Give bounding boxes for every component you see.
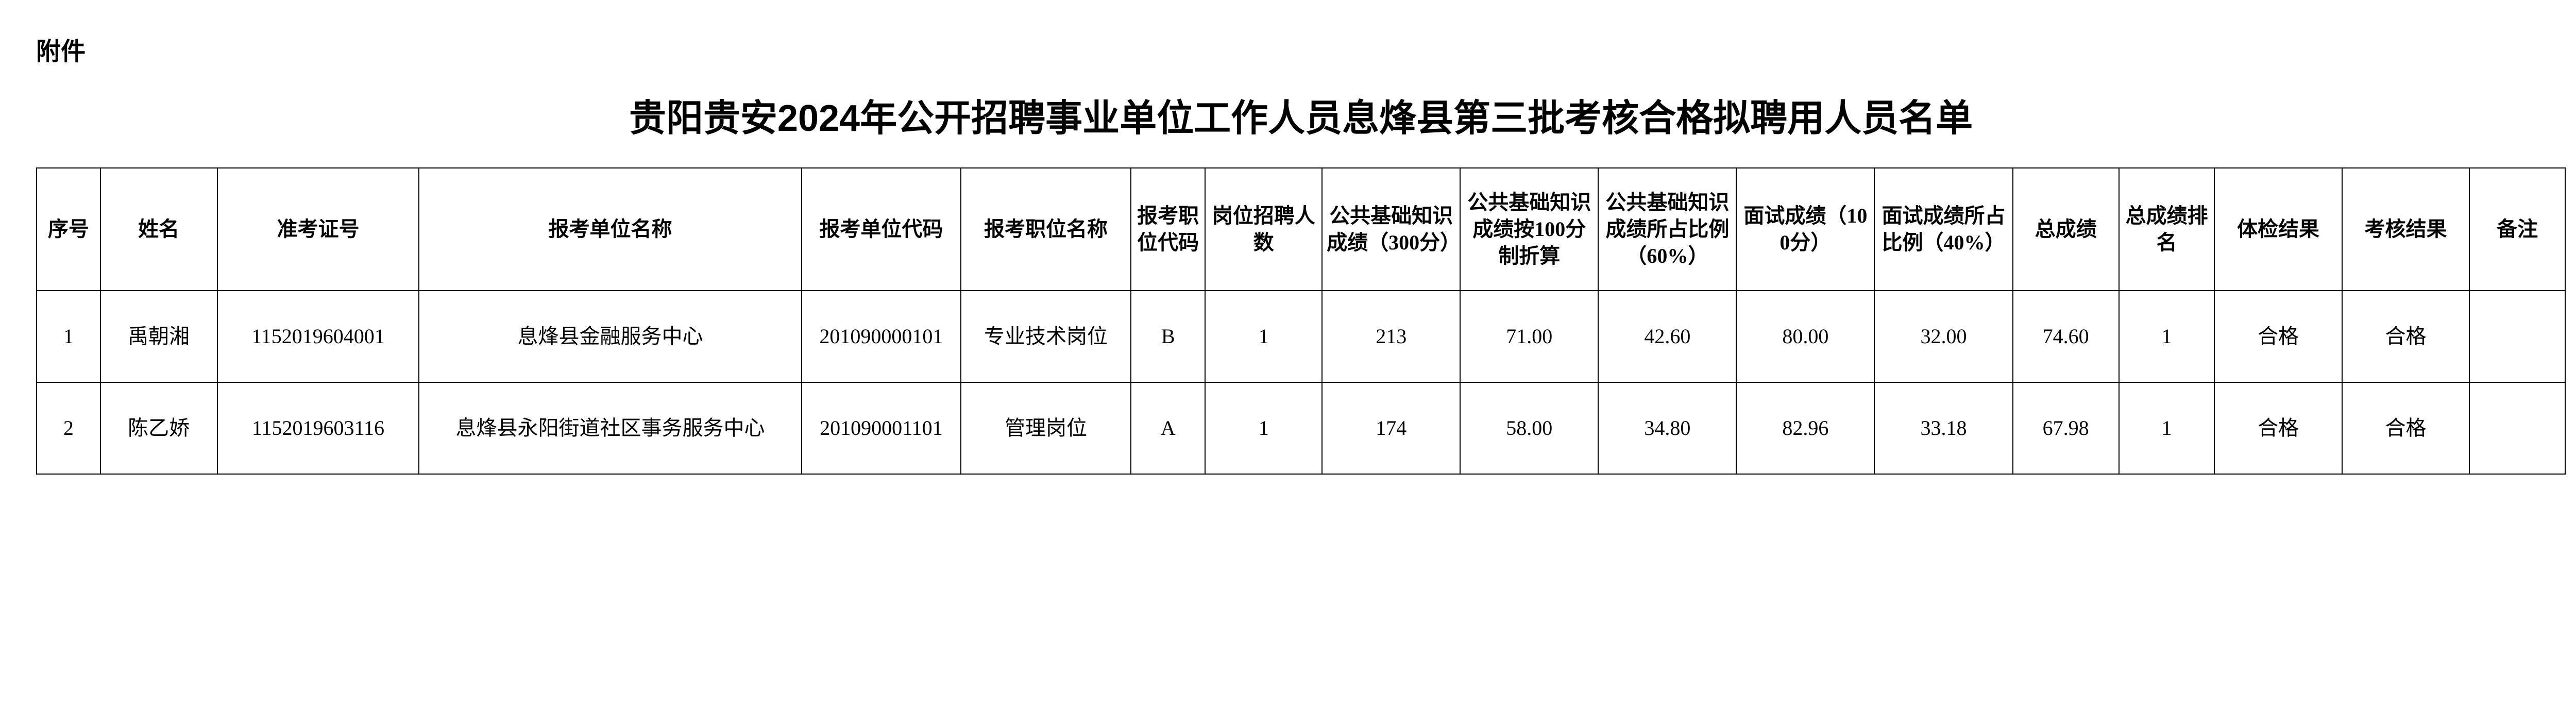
col-header-rank: 总成绩排名 (2119, 168, 2215, 291)
cell-rank: 1 (2119, 291, 2215, 382)
cell-exam-no: 1152019604001 (217, 291, 419, 382)
cell-total: 67.98 (2013, 382, 2119, 474)
cell-position: 管理岗位 (961, 382, 1131, 474)
cell-position-code: B (1131, 291, 1205, 382)
cell-position-code: A (1131, 382, 1205, 474)
col-header-physical: 体检结果 (2214, 168, 2342, 291)
cell-pub-100: 71.00 (1460, 291, 1598, 382)
cell-recruit-count: 1 (1205, 382, 1322, 474)
cell-interview-40pct: 32.00 (1874, 291, 2012, 382)
cell-physical: 合格 (2214, 291, 2342, 382)
result-table: 序号 姓名 准考证号 报考单位名称 报考单位代码 报考职位名称 报考职位代码 岗… (36, 167, 2566, 475)
col-header-pub-300: 公共基础知识成绩（300分） (1322, 168, 1460, 291)
cell-interview-100: 82.96 (1736, 382, 1874, 474)
cell-unit-code: 201090001101 (802, 382, 961, 474)
cell-rank: 1 (2119, 382, 2215, 474)
cell-name: 禹朝湘 (100, 291, 217, 382)
cell-unit: 息烽县金融服务中心 (419, 291, 801, 382)
col-header-unit: 报考单位名称 (419, 168, 801, 291)
col-header-name: 姓名 (100, 168, 217, 291)
cell-seq: 2 (37, 382, 100, 474)
page-title: 贵阳贵安2024年公开招聘事业单位工作人员息烽县第三批考核合格拟聘用人员名单 (36, 88, 2566, 142)
cell-exam-no: 1152019603116 (217, 382, 419, 474)
table-row: 1 禹朝湘 1152019604001 息烽县金融服务中心 2010900001… (37, 291, 2565, 382)
col-header-total: 总成绩 (2013, 168, 2119, 291)
cell-seq: 1 (37, 291, 100, 382)
col-header-remark: 备注 (2469, 168, 2565, 291)
cell-assess: 合格 (2342, 382, 2469, 474)
cell-total: 74.60 (2013, 291, 2119, 382)
col-header-unit-code: 报考单位代码 (802, 168, 961, 291)
cell-pub-300: 174 (1322, 382, 1460, 474)
col-header-pub-100: 公共基础知识成绩按100分制折算 (1460, 168, 1598, 291)
cell-unit: 息烽县永阳街道社区事务服务中心 (419, 382, 801, 474)
cell-interview-40pct: 33.18 (1874, 382, 2012, 474)
cell-unit-code: 201090000101 (802, 291, 961, 382)
col-header-interview-40pct: 面试成绩所占比例（40%） (1874, 168, 2012, 291)
table-row: 2 陈乙娇 1152019603116 息烽县永阳街道社区事务服务中心 2010… (37, 382, 2565, 474)
cell-recruit-count: 1 (1205, 291, 1322, 382)
cell-name: 陈乙娇 (100, 382, 217, 474)
cell-assess: 合格 (2342, 291, 2469, 382)
col-header-exam-no: 准考证号 (217, 168, 419, 291)
col-header-position-code: 报考职位代码 (1131, 168, 1205, 291)
table-header-row: 序号 姓名 准考证号 报考单位名称 报考单位代码 报考职位名称 报考职位代码 岗… (37, 168, 2565, 291)
col-header-seq: 序号 (37, 168, 100, 291)
cell-pub-60pct: 34.80 (1598, 382, 1736, 474)
col-header-position: 报考职位名称 (961, 168, 1131, 291)
cell-pub-300: 213 (1322, 291, 1460, 382)
attachment-label: 附件 (36, 31, 2566, 67)
cell-pub-100: 58.00 (1460, 382, 1598, 474)
cell-position: 专业技术岗位 (961, 291, 1131, 382)
col-header-assess: 考核结果 (2342, 168, 2469, 291)
cell-remark (2469, 382, 2565, 474)
col-header-pub-60pct: 公共基础知识成绩所占比例（60%） (1598, 168, 1736, 291)
cell-physical: 合格 (2214, 382, 2342, 474)
col-header-recruit-count: 岗位招聘人数 (1205, 168, 1322, 291)
cell-pub-60pct: 42.60 (1598, 291, 1736, 382)
cell-interview-100: 80.00 (1736, 291, 1874, 382)
cell-remark (2469, 291, 2565, 382)
col-header-interview-100: 面试成绩（100分） (1736, 168, 1874, 291)
